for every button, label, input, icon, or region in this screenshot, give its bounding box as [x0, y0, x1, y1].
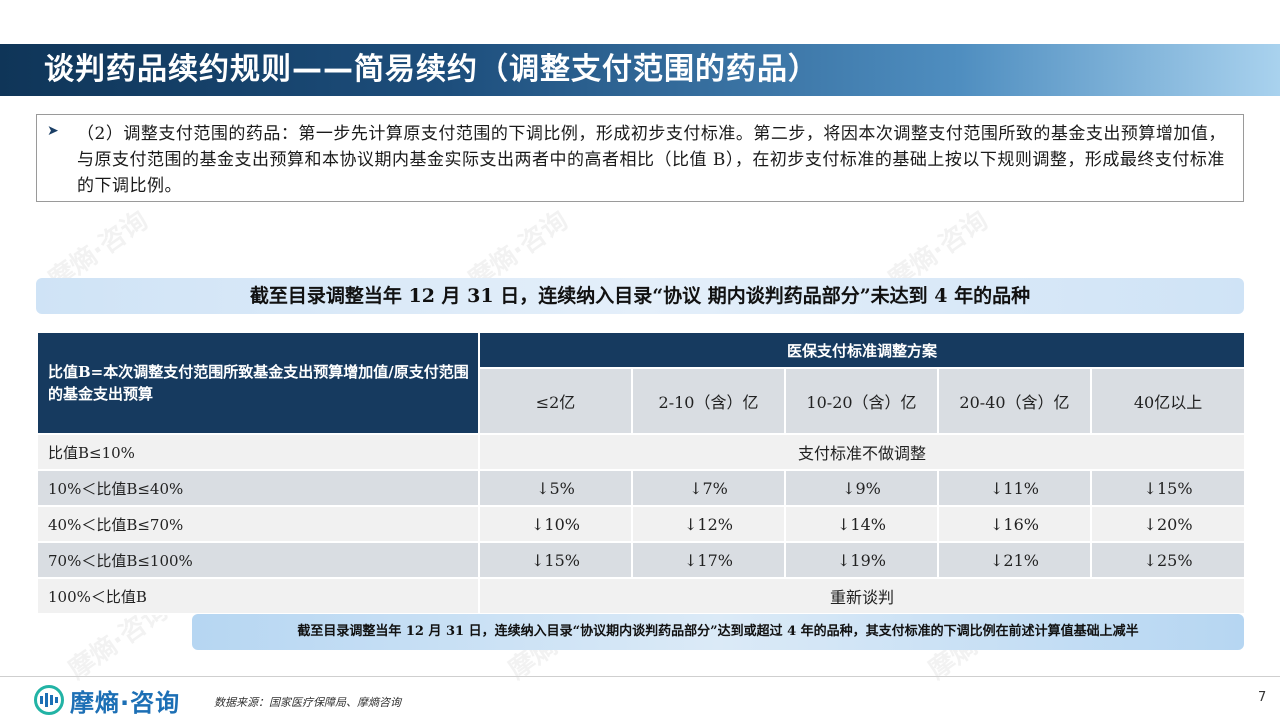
row-label: 40%＜比值B≤70%	[36, 505, 480, 543]
table-row: 100%＜比值B 重新谈判	[36, 577, 1247, 615]
intro-text: （2）调整支付范围的药品：第一步先计算原支付范围的下调比例，形成初步支付标准。第…	[77, 124, 1226, 196]
data-source: 数据来源：国家医疗保障局、摩熵咨询	[214, 696, 401, 709]
table-cell: ↓19%	[784, 541, 939, 579]
row-label: 比值B≤10%	[36, 433, 480, 471]
condition-banner: 截至目录调整当年 12 月 31 日，连续纳入目录“协议 期内谈判药品部分”未达…	[36, 278, 1244, 314]
column-header: 2-10（含）亿	[631, 367, 786, 435]
row-label: 100%＜比值B	[36, 577, 480, 615]
table-row: 70%＜比值B≤100% ↓15% ↓17% ↓19% ↓21% ↓25%	[36, 541, 1247, 579]
column-header: 20-40（含）亿	[937, 367, 1092, 435]
table-cell: ↓12%	[631, 505, 786, 543]
table-cell: ↓17%	[631, 541, 786, 579]
table-cell: ↓10%	[478, 505, 633, 543]
logo-icon	[34, 685, 64, 715]
footnote-banner: 截至目录调整当年 12 月 31 日，连续纳入目录“协议期内谈判药品部分”达到或…	[192, 614, 1244, 650]
row-label: 10%＜比值B≤40%	[36, 469, 480, 507]
row-label: 70%＜比值B≤100%	[36, 541, 480, 579]
adjustment-table: 比值B=本次调整支付范围所致基金支出预算增加值/原支付范围的基金支出预算 医保支…	[36, 331, 1247, 615]
table-cell: ↓5%	[478, 469, 633, 507]
arrow-bullet-icon: ➤	[47, 123, 59, 139]
table-cell: ↓25%	[1089, 541, 1247, 579]
scheme-header: 医保支付标准调整方案	[477, 331, 1247, 369]
page-number: 7	[1258, 690, 1267, 705]
table-cell: ↓20%	[1089, 505, 1247, 543]
table-cell: ↓21%	[937, 541, 1092, 579]
table-cell: ↓14%	[784, 505, 939, 543]
table-cell: ↓15%	[478, 541, 633, 579]
footer-divider	[0, 676, 1280, 677]
logo-text: 摩熵·咨询	[70, 688, 181, 717]
table-row: 40%＜比值B≤70% ↓10% ↓12% ↓14% ↓16% ↓20%	[36, 505, 1247, 543]
column-header: 10-20（含）亿	[784, 367, 939, 435]
table-row: 10%＜比值B≤40% ↓5% ↓7% ↓9% ↓11% ↓15%	[36, 469, 1247, 507]
merged-cell: 重新谈判	[477, 577, 1247, 615]
ratio-header: 比值B=本次调整支付范围所致基金支出预算增加值/原支付范围的基金支出预算	[36, 331, 480, 435]
column-header: 40亿以上	[1089, 367, 1247, 435]
table-cell: ↓11%	[937, 469, 1092, 507]
column-header: ≤2亿	[478, 367, 633, 435]
table-cell: ↓16%	[937, 505, 1092, 543]
intro-box: ➤ （2）调整支付范围的药品：第一步先计算原支付范围的下调比例，形成初步支付标准…	[36, 114, 1244, 202]
company-logo: 摩熵·咨询	[34, 683, 180, 717]
merged-cell: 支付标准不做调整	[477, 433, 1247, 471]
page-title: 谈判药品续约规则——简易续约（调整支付范围的药品）	[44, 52, 819, 87]
table-cell: ↓7%	[631, 469, 786, 507]
table-row: 比值B≤10% 支付标准不做调整	[36, 433, 1247, 471]
table-cell: ↓9%	[784, 469, 939, 507]
table-cell: ↓15%	[1089, 469, 1247, 507]
title-bar: 谈判药品续约规则——简易续约（调整支付范围的药品）	[0, 44, 1280, 96]
